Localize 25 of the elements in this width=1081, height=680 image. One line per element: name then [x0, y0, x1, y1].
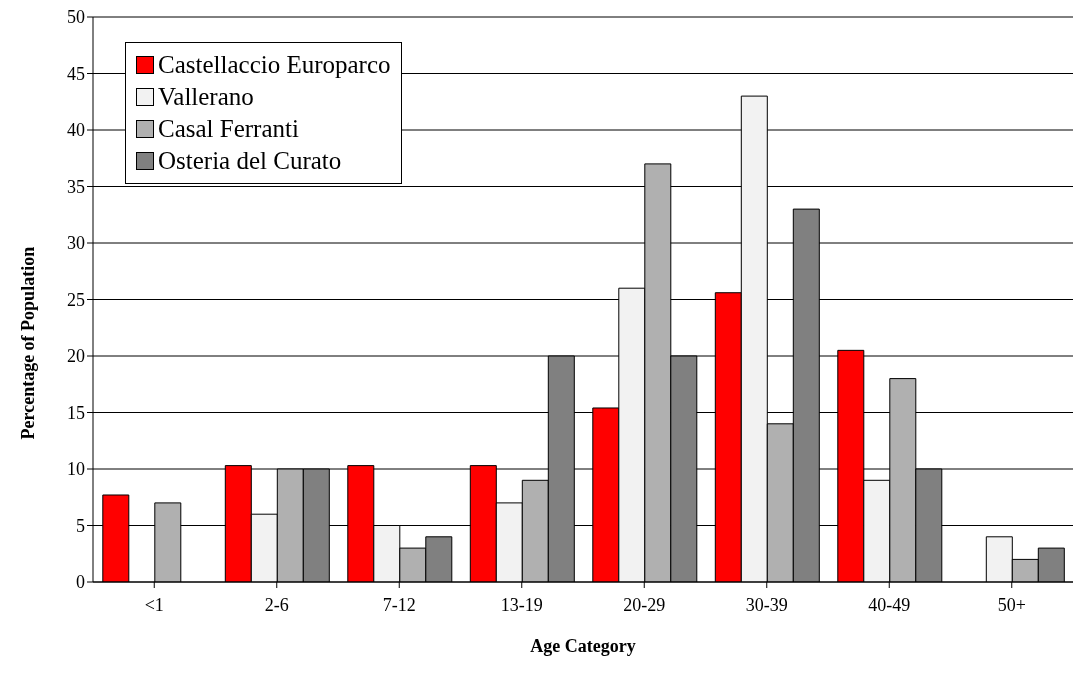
x-tick-label: 13-19 [500, 594, 543, 615]
x-tick-label: 20-29 [623, 594, 666, 615]
y-tick-label: 50 [67, 7, 85, 28]
x-tick-label: 2-6 [264, 594, 289, 615]
y-tick-label: 35 [67, 176, 85, 197]
legend-label: Castellaccio Europarco [158, 50, 391, 80]
x-tick-label: 40-49 [868, 594, 911, 615]
legend-label: Osteria del Curato [158, 146, 342, 176]
x-axis-title: Age Category [530, 636, 636, 656]
legend-label: Casal Ferranti [158, 114, 299, 144]
y-tick-label: 40 [67, 120, 85, 141]
y-tick-label: 30 [67, 233, 85, 254]
x-tick-label: 30-39 [745, 594, 788, 615]
y-tick-label: 0 [76, 572, 85, 593]
y-tick-label: 5 [76, 515, 85, 536]
x-tick-label: <1 [144, 594, 164, 615]
y-tick-label: 10 [67, 459, 85, 480]
y-tick-label: 20 [67, 346, 85, 367]
y-tick-label: 15 [67, 402, 85, 423]
y-axis-title: Percentage of Population [18, 246, 39, 440]
x-tick-label: 50+ [997, 594, 1026, 615]
y-tick-label: 25 [67, 289, 85, 310]
x-tick-label: 7-12 [382, 594, 416, 615]
legend-label: Vallerano [158, 82, 254, 112]
y-tick-label: 45 [67, 63, 85, 84]
